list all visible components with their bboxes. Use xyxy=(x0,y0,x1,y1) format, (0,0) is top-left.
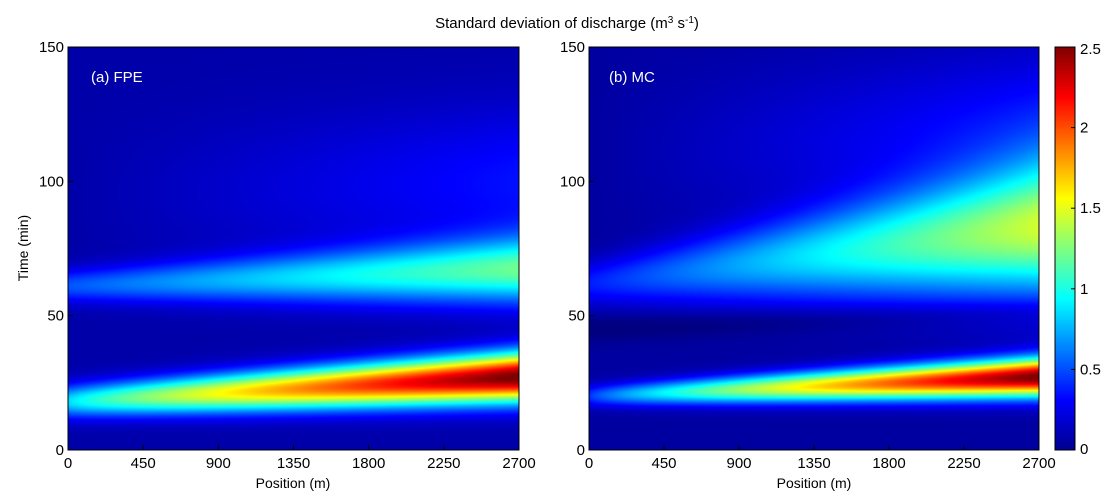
panel-fpe-xtick-label: 1350 xyxy=(277,455,310,472)
colorbar-tick-label: 0.5 xyxy=(1080,361,1101,378)
colorbar-tick-label: 2 xyxy=(1080,120,1088,137)
colorbar-gradient xyxy=(1054,46,1076,451)
panel-mc-xtick-label: 900 xyxy=(726,455,751,472)
panel-mc-xtick-label: 1800 xyxy=(872,455,905,472)
panel-mc-ytick-label: 50 xyxy=(568,308,585,325)
panel-fpe-xtick-label: 2250 xyxy=(427,455,460,472)
panel-fpe-ytick-label: 150 xyxy=(39,39,64,56)
panel-mc-xlabel: Position (m) xyxy=(777,475,852,491)
chart-title: Standard deviation of discharge (m3 s-1) xyxy=(435,15,699,33)
panel-mc-ytick-label: 100 xyxy=(560,173,585,190)
panel-mc-label: (b) MC xyxy=(609,69,655,86)
panel-mc-heatmap xyxy=(589,47,1039,450)
colorbar-ticks: 0 0.5 1 1.5 2 2.5 xyxy=(1071,41,1101,458)
colorbar-tick-label: 1.5 xyxy=(1080,200,1101,217)
panel-fpe-xtick-label: 450 xyxy=(131,455,156,472)
panel-fpe-label: (a) FPE xyxy=(91,69,143,86)
panel-fpe-xtick-label: 1800 xyxy=(352,455,385,472)
panel-fpe-ticks: 0 450 900 1350 1800 2250 2700 0 50 100 150 xyxy=(39,39,536,472)
panel-mc-ticks: 0 450 900 1350 1800 2250 2700 0 50 100 150 xyxy=(560,39,1056,472)
panel-mc: (b) MC 0 450 900 1350 1800 2250 2700050100150 … xyxy=(560,39,1056,491)
panel-fpe-ylabel: Time (min) xyxy=(15,215,31,281)
panel-mc-ytick-label: 0 xyxy=(577,442,585,459)
panel-mc-ytick-label: 150 xyxy=(560,39,585,56)
panel-fpe-ytick-label: 100 xyxy=(39,173,64,190)
panel-fpe-xtick-label: 2700 xyxy=(502,455,535,472)
panel-mc-xtick-label: 0 xyxy=(585,455,593,472)
panel-fpe-xlabel: Position (m) xyxy=(256,475,331,491)
panel-fpe-xtick-label: 0 xyxy=(64,455,72,472)
panel-fpe-heatmap xyxy=(68,47,519,450)
panel-mc-xtick-label: 1350 xyxy=(797,455,830,472)
panel-mc-xtick-label: 450 xyxy=(651,455,676,472)
colorbar-tick-label: 1 xyxy=(1080,281,1088,298)
panel-fpe-ytick-label: 0 xyxy=(56,442,64,459)
colorbar-tick-label: 0 xyxy=(1080,441,1088,458)
colorbar: 0 0.5 1 1.5 2 2.5 xyxy=(1054,41,1101,458)
panel-fpe-ytick-label: 50 xyxy=(47,308,64,325)
panel-fpe: (a) FPE 0 450 900 1350 1800 2250 2700 0 50 100 150… xyxy=(15,39,536,491)
colorbar-tick-label: 2.5 xyxy=(1080,41,1101,58)
panel-fpe-xtick-label: 900 xyxy=(206,455,231,472)
panel-mc-xtick-label: 2700 xyxy=(1022,455,1055,472)
panel-mc-xtick-label: 2250 xyxy=(947,455,980,472)
